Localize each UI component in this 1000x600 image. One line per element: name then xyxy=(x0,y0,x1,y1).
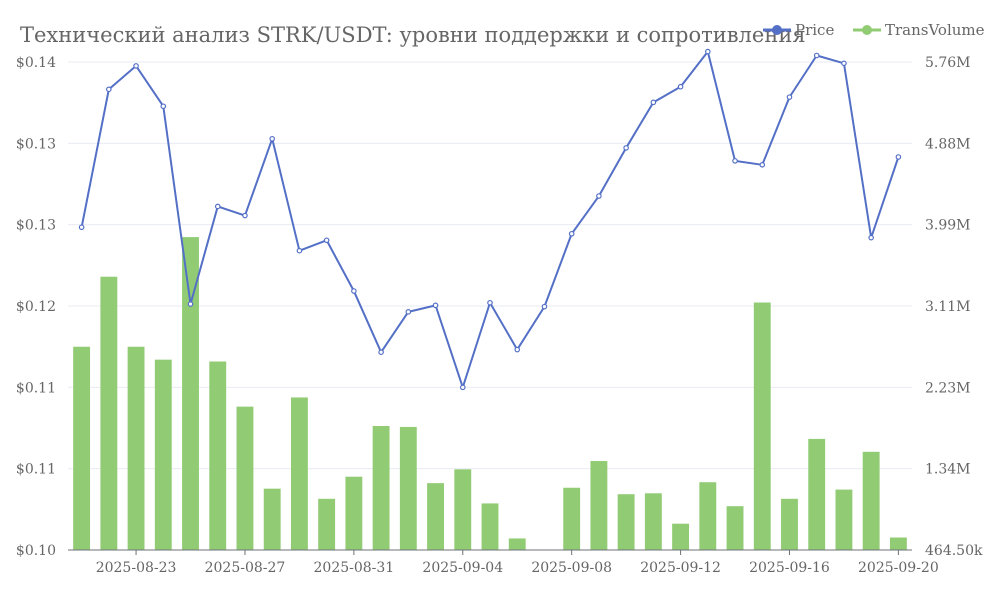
volume-bar[interactable] xyxy=(726,506,744,550)
right-axis-ticks: 464.50k 1.34M 2.23M 3.11M 3.99M 4.88M 5.76M xyxy=(925,55,983,559)
legend-price-label: Price xyxy=(795,21,834,39)
price-point[interactable] xyxy=(841,60,847,67)
volume-bar[interactable] xyxy=(753,302,771,550)
right-tick-label: 4.88M xyxy=(925,136,971,152)
x-tick-label: 2025-09-20 xyxy=(858,560,939,576)
price-point[interactable] xyxy=(405,309,412,315)
price-point[interactable] xyxy=(650,99,657,106)
price-point[interactable] xyxy=(242,212,248,219)
volume-bar[interactable] xyxy=(699,482,717,550)
price-point[interactable] xyxy=(677,83,684,90)
price-point[interactable] xyxy=(596,193,602,199)
left-tick-label: $0.11 xyxy=(16,380,56,396)
volume-bar[interactable] xyxy=(889,537,907,550)
x-tick-label: 2025-08-31 xyxy=(314,560,395,576)
price-point[interactable] xyxy=(187,301,194,307)
x-tick-label: 2025-08-23 xyxy=(96,560,177,576)
volume-bar[interactable] xyxy=(617,494,635,550)
left-axis-ticks: $0.10 $0.11 $0.11 $0.12 $0.13 $0.13 $0.14 xyxy=(16,55,56,559)
price-point[interactable] xyxy=(487,299,493,306)
x-tick-label: 2025-09-08 xyxy=(531,560,612,576)
right-tick-label: 2.23M xyxy=(925,380,971,396)
left-tick-label: $0.12 xyxy=(16,299,56,315)
volume-bar[interactable] xyxy=(508,538,526,550)
price-point[interactable] xyxy=(323,237,330,244)
x-tick-label: 2025-09-12 xyxy=(640,560,721,576)
left-tick-label: $0.14 xyxy=(16,55,56,71)
left-tick-label: $0.13 xyxy=(16,218,56,234)
volume-bar[interactable] xyxy=(862,451,880,550)
volume-bar[interactable] xyxy=(154,359,172,550)
price-point[interactable] xyxy=(351,288,357,294)
volume-bar[interactable] xyxy=(73,346,91,550)
price-point[interactable] xyxy=(432,302,439,309)
price-point[interactable] xyxy=(514,346,521,353)
legend-item-transvolume[interactable]: TransVolume xyxy=(853,21,985,39)
x-tick-label: 2025-09-16 xyxy=(749,560,830,576)
price-point[interactable] xyxy=(705,48,711,55)
price-point[interactable] xyxy=(786,94,793,100)
legend-volume-label: TransVolume xyxy=(885,21,985,39)
price-point[interactable] xyxy=(133,63,139,69)
volume-bar[interactable] xyxy=(182,237,199,551)
price-point[interactable] xyxy=(296,247,303,254)
volume-bar[interactable] xyxy=(127,346,145,550)
volume-bar[interactable] xyxy=(318,498,336,550)
price-point[interactable] xyxy=(106,86,112,93)
left-tick-label: $0.10 xyxy=(16,543,56,559)
volume-bar[interactable] xyxy=(590,461,608,550)
price-point[interactable] xyxy=(623,145,629,151)
axes xyxy=(68,549,912,555)
x-tick-label: 2025-08-27 xyxy=(205,560,286,576)
price-point[interactable] xyxy=(541,303,548,310)
volume-bar[interactable] xyxy=(209,361,227,550)
volume-bar[interactable] xyxy=(481,503,499,550)
price-point[interactable] xyxy=(895,154,902,160)
price-point[interactable] xyxy=(378,349,384,355)
legend[interactable]: Price TransVolume xyxy=(763,21,985,39)
price-point[interactable] xyxy=(759,162,766,168)
volume-bars xyxy=(73,237,907,551)
legend-price-swatch-dot xyxy=(772,25,782,35)
volume-bar[interactable] xyxy=(808,438,826,550)
volume-bar[interactable] xyxy=(672,523,690,550)
chart-title: Технический анализ STRK/USDT: уровни под… xyxy=(20,23,806,47)
price-line xyxy=(78,48,902,391)
left-tick-label: $0.11 xyxy=(16,462,56,478)
volume-bar[interactable] xyxy=(781,498,798,550)
price-point[interactable] xyxy=(813,52,820,59)
price-point[interactable] xyxy=(269,135,275,142)
right-tick-label: 1.34M xyxy=(925,462,971,478)
price-point[interactable] xyxy=(868,234,874,241)
volume-bar[interactable] xyxy=(563,487,581,550)
volume-bar[interactable] xyxy=(100,276,118,550)
volume-bar[interactable] xyxy=(345,476,363,550)
price-point[interactable] xyxy=(214,203,221,210)
price-point[interactable] xyxy=(160,103,167,110)
volume-bar[interactable] xyxy=(454,469,472,550)
x-tick-label: 2025-09-04 xyxy=(422,560,503,576)
volume-bar[interactable] xyxy=(644,493,662,550)
volume-bar[interactable] xyxy=(236,406,254,550)
volume-bar[interactable] xyxy=(427,483,444,550)
volume-bar[interactable] xyxy=(290,397,308,550)
price-series-line xyxy=(80,50,900,389)
volume-bar[interactable] xyxy=(399,426,417,550)
x-axis-ticks: 2025-08-23 2025-08-27 2025-08-31 2025-09-04… xyxy=(96,560,939,576)
price-point[interactable] xyxy=(78,224,85,231)
price-point[interactable] xyxy=(732,158,738,164)
volume-bar[interactable] xyxy=(835,489,853,550)
right-tick-label: 3.11M xyxy=(925,299,971,315)
right-tick-label: 5.76M xyxy=(925,55,971,71)
right-tick-label: 464.50k xyxy=(925,543,983,559)
price-point[interactable] xyxy=(568,230,575,237)
volume-bar[interactable] xyxy=(263,488,281,550)
legend-volume-swatch-dot xyxy=(862,25,872,35)
right-tick-label: 3.99M xyxy=(925,218,971,234)
volume-bar[interactable] xyxy=(372,426,390,550)
legend-item-price[interactable]: Price xyxy=(763,21,834,39)
price-point[interactable] xyxy=(459,384,466,391)
left-tick-label: $0.13 xyxy=(16,136,56,152)
